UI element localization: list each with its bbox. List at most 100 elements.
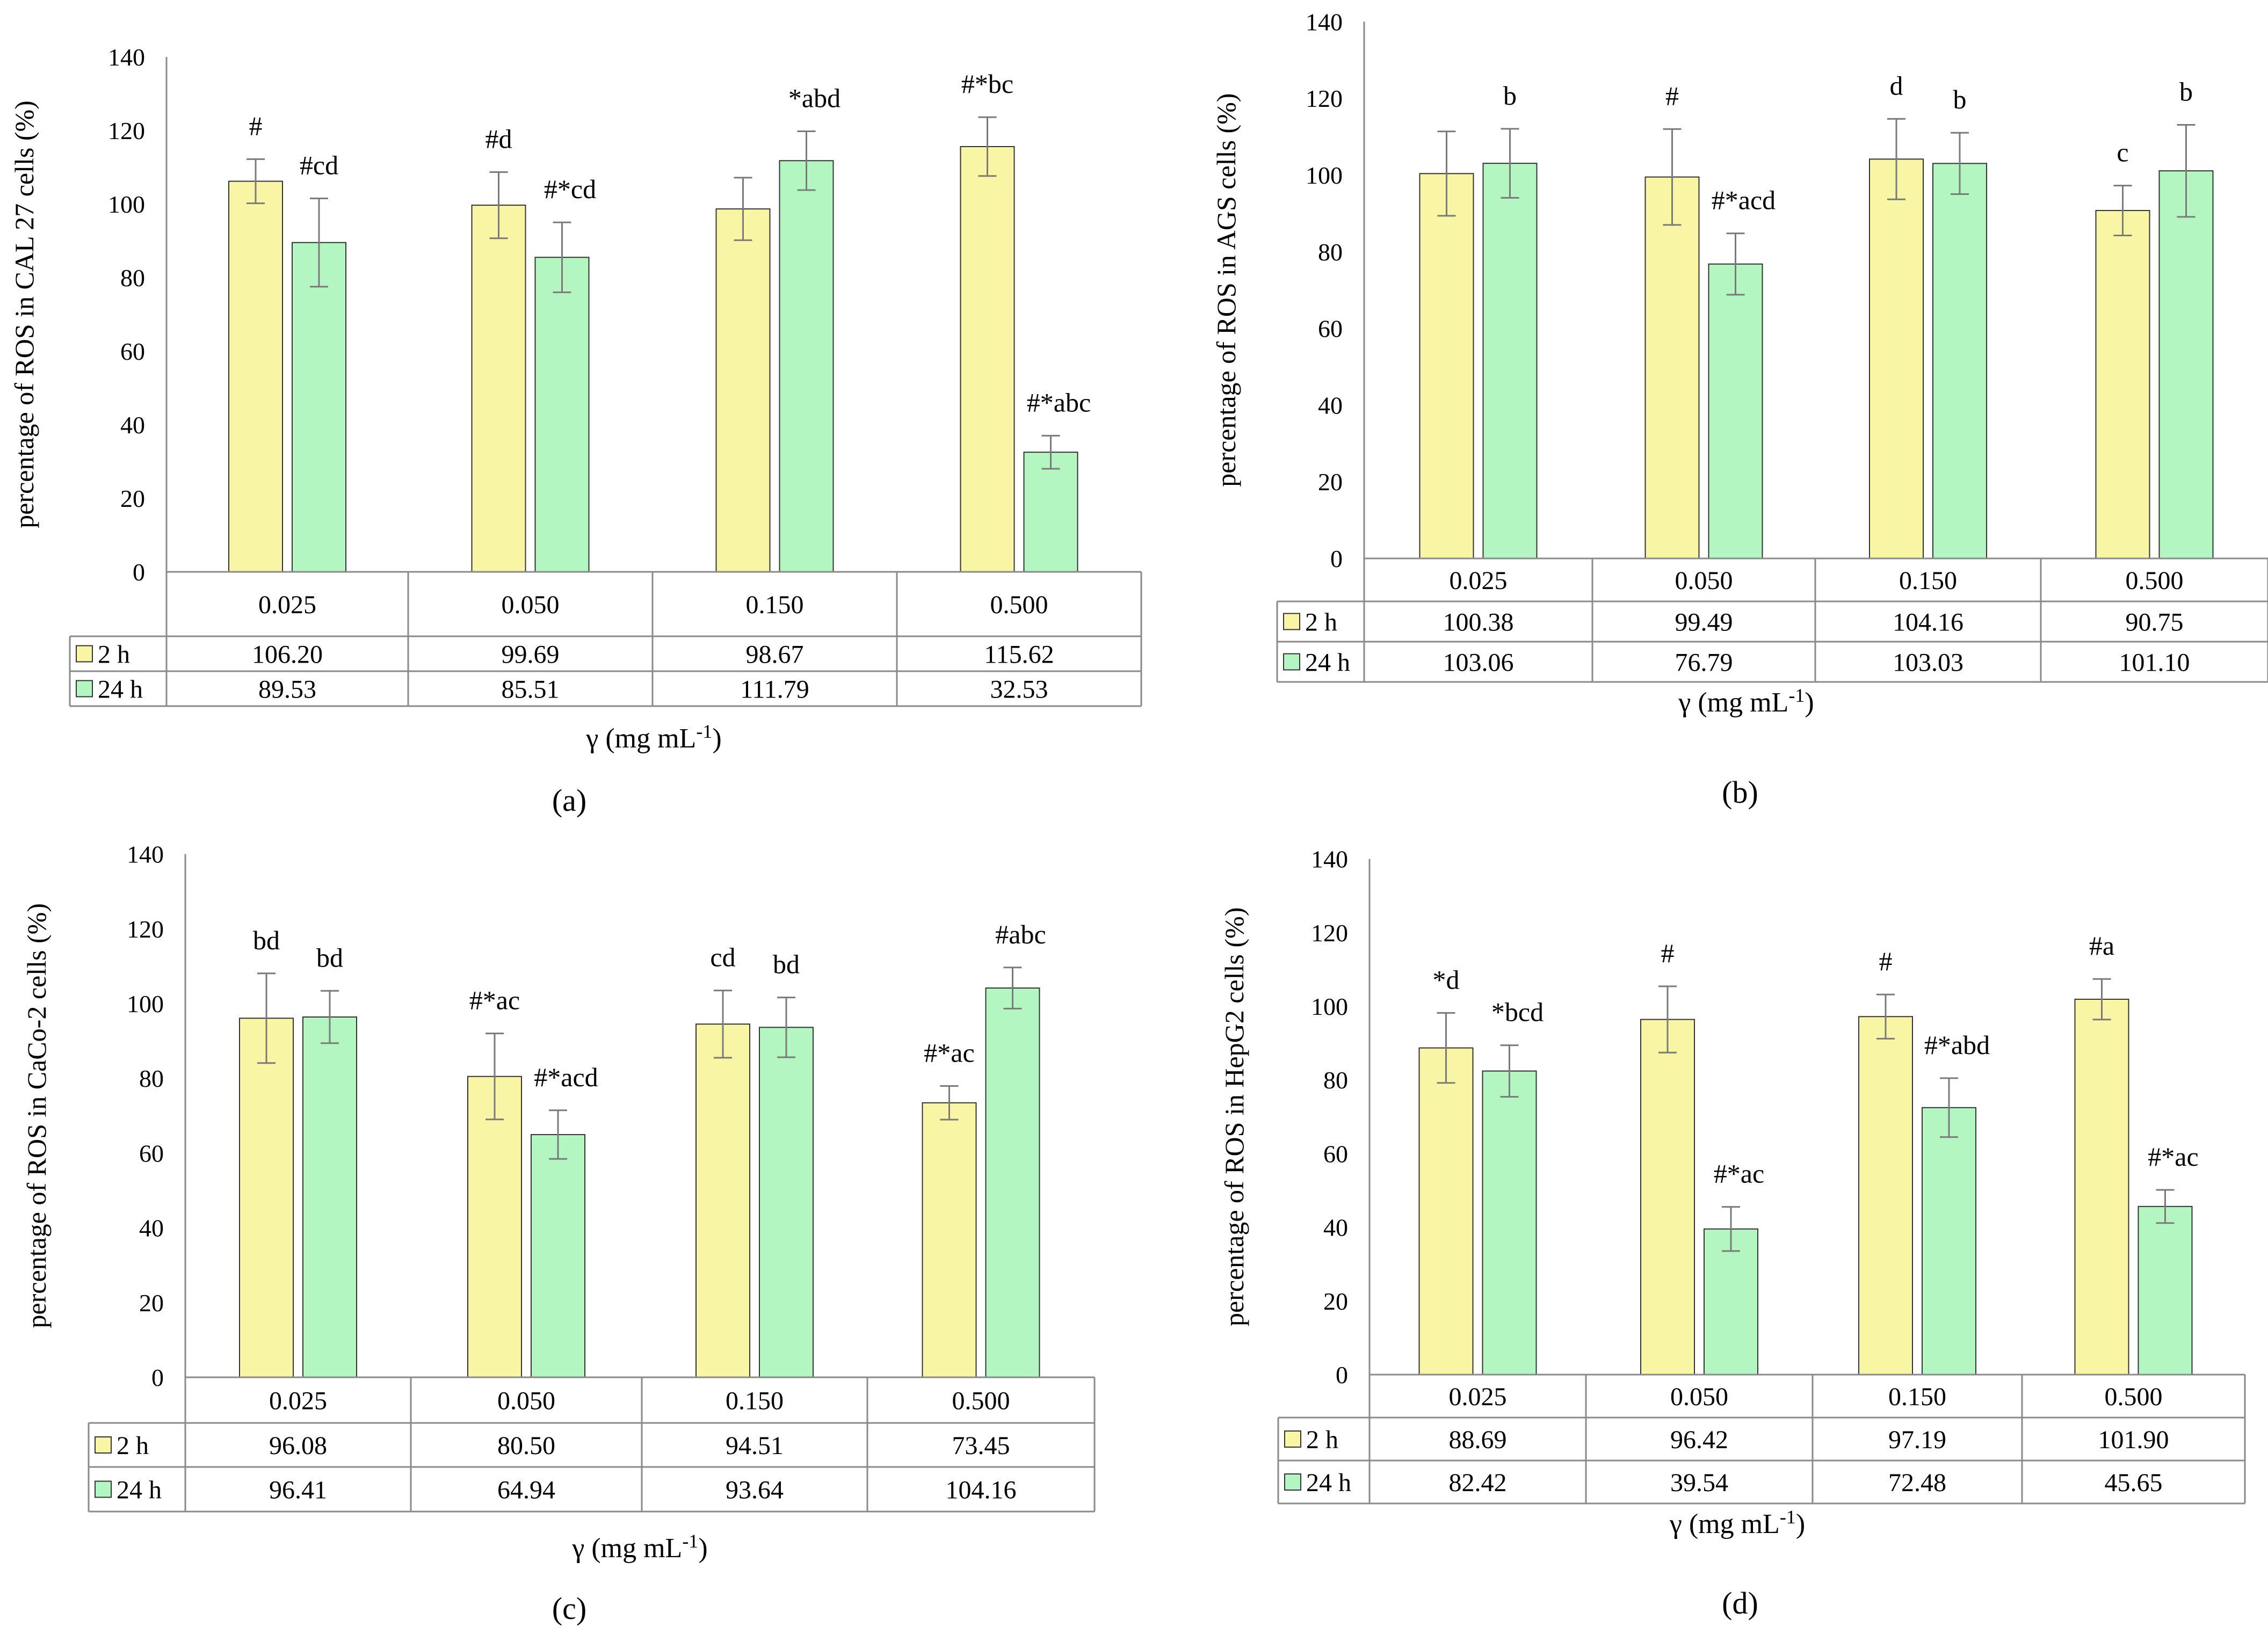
table-value: 100.38 xyxy=(1443,608,1514,637)
table-value: 90.75 xyxy=(2126,608,2184,637)
x-axis-title-close: ) xyxy=(712,723,721,754)
y-tick-label: 80 xyxy=(1323,1066,1348,1094)
y-tick-label: 60 xyxy=(139,1139,164,1167)
x-axis-title-main: γ (mg mL xyxy=(1678,687,1788,718)
significance-label: b xyxy=(1503,81,1517,111)
y-tick-label: 80 xyxy=(139,1065,164,1092)
x-axis-title-main: γ (mg mL xyxy=(1669,1509,1780,1539)
bar xyxy=(1640,1019,1695,1376)
table-value: 103.03 xyxy=(1893,649,1963,677)
y-tick-label: 120 xyxy=(1306,85,1343,112)
table-value: 106.20 xyxy=(252,641,323,669)
legend-swatch xyxy=(1284,1473,1301,1491)
significance-label: c xyxy=(2117,137,2128,168)
y-tick-label: 40 xyxy=(1323,1214,1348,1241)
y-tick-label: 0 xyxy=(133,558,145,586)
category-label: 0.025 xyxy=(269,1387,327,1415)
table-value: 39.54 xyxy=(1670,1469,1728,1497)
bar xyxy=(1023,452,1078,572)
x-axis-title-superscript: -1 xyxy=(696,721,712,742)
bar xyxy=(695,1023,750,1378)
panel-label: (a) xyxy=(552,783,586,818)
y-axis-title: percentage of ROS in CaCo-2 cells (%) xyxy=(21,903,52,1328)
legend-label: 2 h xyxy=(117,1432,149,1460)
significance-label: #*ac xyxy=(469,985,520,1015)
bar xyxy=(1644,176,1700,559)
significance-label: *abd xyxy=(788,83,840,113)
bar xyxy=(1704,1228,1758,1375)
table-value: 89.53 xyxy=(258,675,316,704)
table-value: 104.16 xyxy=(1893,608,1963,637)
table-value: 96.08 xyxy=(269,1432,327,1460)
legend-swatch xyxy=(1284,1430,1301,1448)
category-label: 0.025 xyxy=(258,591,316,619)
legend-swatch xyxy=(95,1480,112,1498)
x-axis-title: γ (mg mL-1) xyxy=(1678,685,1814,718)
category-label: 0.150 xyxy=(726,1387,784,1415)
y-tick-label: 100 xyxy=(1311,993,1348,1020)
bar xyxy=(759,1027,814,1378)
y-tick-label: 60 xyxy=(120,338,145,365)
category-label: 0.050 xyxy=(1675,566,1733,595)
legend-label: 2 h xyxy=(1306,1426,1338,1454)
y-tick-label: 140 xyxy=(1306,8,1343,35)
bar xyxy=(2137,1205,2193,1376)
x-axis-title-close: ) xyxy=(698,1533,707,1564)
panel-label: (b) xyxy=(1722,775,1758,810)
bar xyxy=(531,1134,585,1378)
significance-label: cd xyxy=(710,942,735,972)
significance-label: #*abc xyxy=(1027,387,1091,417)
significance-label: # xyxy=(249,111,263,141)
bar xyxy=(1482,1070,1537,1375)
table-value: 32.53 xyxy=(990,675,1048,704)
category-label: 0.025 xyxy=(1450,566,1508,595)
table-value: 45.65 xyxy=(2105,1469,2163,1497)
bar xyxy=(1482,163,1538,559)
chart-panel: 0 20 40 60 80 100 120 140 percentage of ROS in C… xyxy=(9,43,1142,818)
table-value: 73.45 xyxy=(952,1432,1010,1460)
category-label: 0.025 xyxy=(1449,1383,1507,1411)
category-label: 0.050 xyxy=(497,1387,555,1415)
panel-label: (c) xyxy=(552,1591,586,1626)
significance-label: #*abd xyxy=(1924,1030,1990,1060)
bar xyxy=(228,180,283,572)
table-value: 103.06 xyxy=(1443,649,1514,677)
table-value: 99.69 xyxy=(502,641,560,669)
significance-label: #*cd xyxy=(544,174,596,204)
category-label: 0.500 xyxy=(2126,566,2184,595)
category-label: 0.500 xyxy=(952,1387,1010,1415)
bar xyxy=(1932,163,1987,560)
legend-label: 24 h xyxy=(1305,649,1350,677)
significance-label: #*acd xyxy=(1712,185,1776,215)
bar xyxy=(1922,1107,1976,1375)
table-value: 64.94 xyxy=(497,1476,555,1505)
significance-label: #*ac xyxy=(1714,1159,1764,1189)
bar xyxy=(471,205,526,573)
table-value: 97.19 xyxy=(1888,1426,1946,1454)
table-value: 72.48 xyxy=(1888,1469,1946,1497)
y-tick-label: 140 xyxy=(108,43,145,71)
bar xyxy=(1419,173,1474,559)
x-axis-title-main: γ (mg mL xyxy=(571,1533,682,1564)
x-axis-title-close: ) xyxy=(1796,1509,1805,1539)
bar xyxy=(292,242,346,573)
legend-swatch xyxy=(95,1436,112,1454)
category-label: 0.500 xyxy=(2105,1383,2163,1411)
table-value: 76.79 xyxy=(1675,649,1733,677)
x-axis-title: γ (mg mL-1) xyxy=(1669,1506,1805,1539)
bar xyxy=(2095,210,2150,560)
y-axis-title: percentage of ROS in HepG2 cells (%) xyxy=(1219,907,1249,1326)
y-tick-label: 20 xyxy=(120,485,145,512)
y-tick-label: 80 xyxy=(1318,238,1343,266)
bar xyxy=(239,1018,294,1378)
y-tick-label: 0 xyxy=(1330,545,1343,572)
category-label: 0.500 xyxy=(990,591,1048,619)
table-value: 101.90 xyxy=(2098,1426,2169,1454)
table-value: 80.50 xyxy=(497,1432,555,1460)
category-label: 0.150 xyxy=(746,591,804,619)
category-label: 0.150 xyxy=(1899,566,1957,595)
table-value: 104.16 xyxy=(946,1476,1017,1505)
x-axis-title-close: ) xyxy=(1805,687,1814,718)
y-tick-label: 40 xyxy=(1318,391,1343,419)
